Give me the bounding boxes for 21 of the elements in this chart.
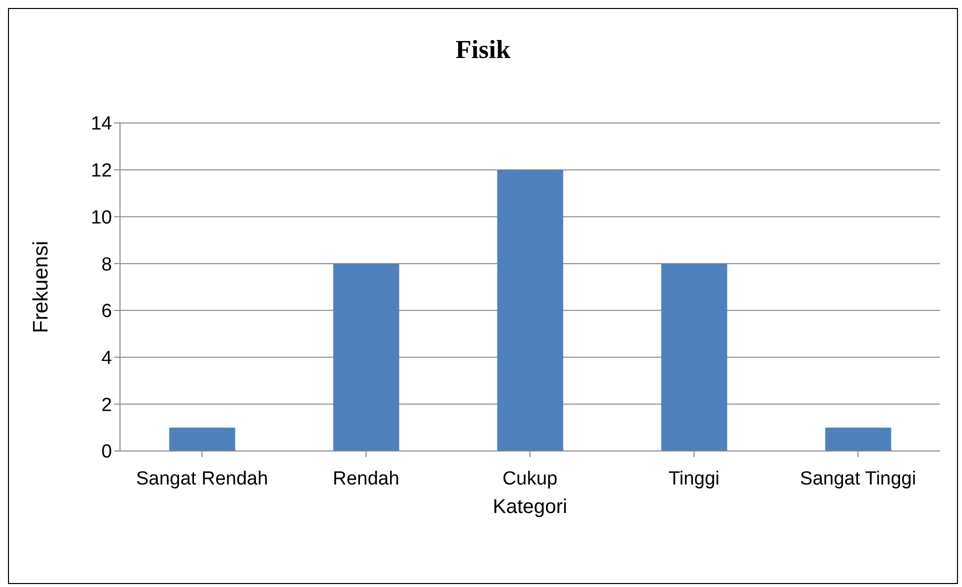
y-tick-label: 14 <box>90 114 112 135</box>
y-tick-label: 10 <box>90 207 112 228</box>
bar <box>333 264 400 451</box>
y-axis-title: Frekuensi <box>29 240 52 334</box>
x-tick-label: Sangat Rendah <box>136 468 268 490</box>
x-tick-label: Sangat Tinggi <box>800 468 916 490</box>
y-tick-label: 4 <box>101 348 112 370</box>
y-tick-label: 2 <box>101 394 112 416</box>
bar <box>661 264 728 451</box>
y-tick-label: 0 <box>101 442 112 463</box>
x-tick-label: Rendah <box>332 468 400 490</box>
bar <box>497 170 564 451</box>
x-tick-label: Tinggi <box>668 468 720 490</box>
y-tick-label: 12 <box>90 160 112 182</box>
bar <box>169 428 236 451</box>
x-tick-label: Cukup <box>502 468 558 490</box>
chart-title: Fisik <box>454 35 512 65</box>
bar <box>825 428 892 451</box>
x-axis-title: Kategori <box>492 496 568 518</box>
y-tick-label: 8 <box>101 254 112 276</box>
y-tick-label: 6 <box>101 301 112 322</box>
